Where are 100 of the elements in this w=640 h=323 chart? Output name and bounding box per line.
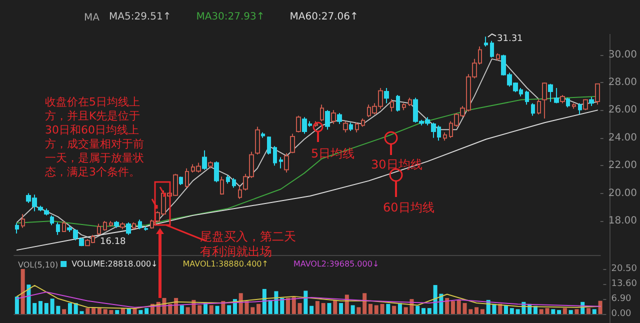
bar — [392, 306, 396, 314]
y-tick-label: 13.60 — [611, 279, 638, 290]
candlestick — [220, 176, 224, 196]
bar — [86, 308, 90, 314]
legend-label: VOLUME:28818.000↓ — [72, 260, 158, 268]
candlestick — [232, 178, 236, 188]
bar — [286, 298, 290, 314]
candlestick — [226, 174, 230, 184]
candlestick — [484, 36, 488, 47]
bar — [209, 305, 214, 314]
bar — [315, 301, 320, 314]
candlestick — [284, 152, 289, 173]
bar — [227, 305, 232, 314]
candlestick — [578, 102, 582, 115]
bar — [539, 309, 544, 314]
candlestick — [566, 97, 570, 108]
bar — [333, 300, 338, 314]
annotation: 16.18 — [100, 237, 126, 247]
bar — [97, 308, 102, 314]
bar — [398, 303, 402, 314]
y-tick-label: 26.00 — [608, 104, 638, 116]
text: MAVOL2:39685.000↓ — [293, 260, 380, 268]
candlestick — [583, 98, 588, 111]
candlestick — [320, 104, 324, 122]
candlestick — [50, 214, 54, 226]
bar — [180, 305, 184, 314]
bar — [38, 301, 43, 314]
bar — [74, 303, 78, 314]
bar — [92, 308, 96, 314]
bar — [321, 303, 326, 314]
bar — [380, 304, 384, 314]
y-tick-label: 6.90 — [611, 294, 632, 304]
candlestick — [355, 122, 359, 133]
candlestick — [56, 222, 60, 236]
candlestick — [296, 115, 301, 133]
candlestick — [79, 237, 84, 247]
text: MA60:27.06↑ — [290, 12, 358, 22]
candlestick — [214, 160, 219, 183]
bar — [62, 309, 66, 314]
candlestick — [279, 156, 283, 169]
candlestick — [126, 222, 131, 236]
bar — [32, 303, 37, 314]
bar — [298, 303, 302, 314]
candlestick — [97, 223, 101, 236]
candlestick — [138, 219, 142, 230]
bar — [416, 306, 420, 314]
candlestick — [554, 88, 559, 104]
bar — [215, 306, 220, 314]
bar — [221, 301, 226, 314]
candlestick — [238, 186, 242, 200]
bar — [115, 310, 120, 314]
text: MAVOL1:38880.400↑ — [182, 260, 268, 268]
bar — [14, 296, 19, 314]
candlestick — [390, 98, 394, 112]
candlestick — [144, 226, 148, 232]
candlestick — [114, 220, 119, 228]
bar — [327, 303, 332, 314]
bar — [586, 308, 591, 314]
y-tick-label: 30.00 — [608, 49, 638, 60]
bar — [68, 303, 72, 314]
bar — [445, 298, 450, 314]
line-series — [16, 284, 601, 310]
candlestick — [542, 82, 547, 119]
candlestick — [120, 222, 125, 230]
candlestick — [261, 132, 265, 138]
candlestick — [290, 133, 295, 154]
bar — [310, 306, 314, 314]
bar — [304, 290, 308, 314]
bar — [144, 308, 149, 314]
y-tick-label: 28.00 — [608, 76, 638, 88]
y-tick-label: 20.00 — [608, 188, 638, 199]
bar — [138, 310, 143, 314]
bar — [362, 293, 367, 314]
bar — [292, 297, 296, 314]
bar — [250, 307, 255, 314]
bar — [80, 311, 84, 314]
bar — [592, 309, 596, 314]
bar — [545, 308, 550, 314]
candlestick — [548, 83, 553, 102]
bar — [427, 308, 432, 314]
candlestick — [525, 90, 529, 106]
line-series — [16, 96, 598, 228]
bar — [480, 309, 484, 314]
candlestick — [325, 110, 330, 130]
candlestick — [496, 52, 500, 61]
bar — [262, 288, 266, 314]
candlestick — [402, 102, 406, 111]
candlestick — [103, 220, 107, 232]
legend-title: VOL(5,10) — [18, 260, 58, 270]
candlestick — [337, 112, 342, 125]
bar — [456, 300, 461, 314]
y-tick-label: 22.00 — [608, 160, 638, 172]
bar — [374, 305, 378, 314]
annotation: 31.31 — [497, 34, 523, 44]
bar — [568, 310, 573, 314]
candlestick — [132, 222, 136, 230]
candlestick — [109, 220, 113, 228]
bar — [386, 304, 390, 314]
y-tick-label: 24.00 — [608, 132, 638, 144]
annotation: 收盘价在5日均线上方，并且K先是位于30日和60日均线上方，成交量相对于前一天，是属于放量状态，满足3个条件。 — [44, 96, 144, 178]
